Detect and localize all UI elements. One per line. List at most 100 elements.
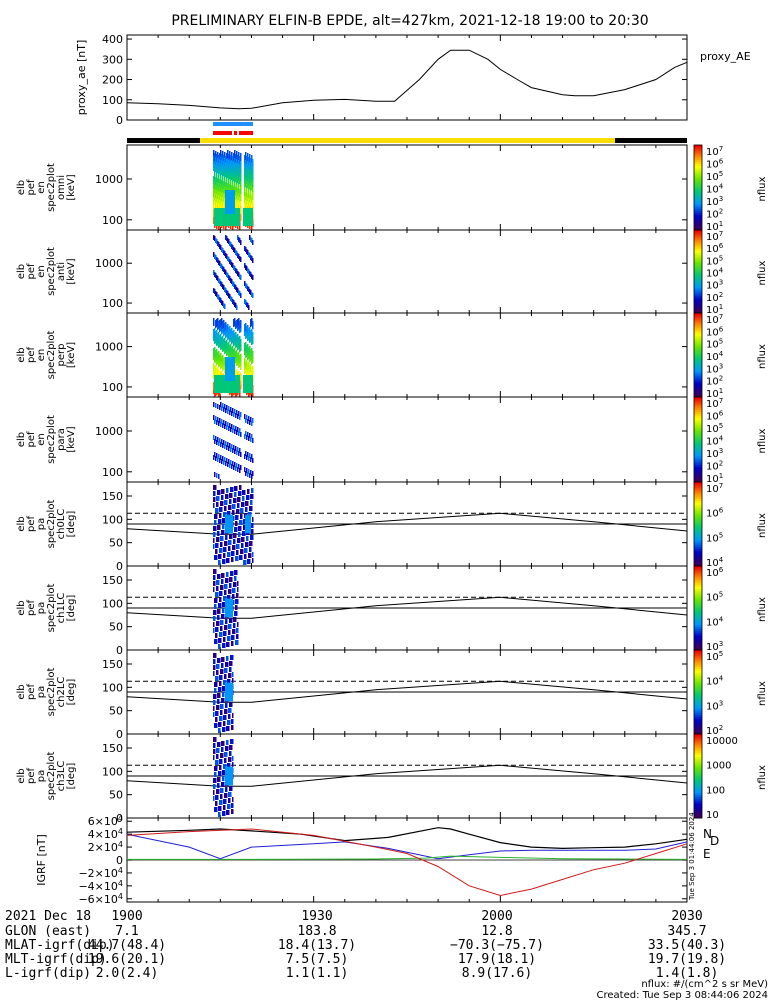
pitch-pixel xyxy=(216,592,218,597)
colorbar-label: nflux xyxy=(757,513,768,538)
pitch-pixel xyxy=(235,521,237,526)
y-tick-label: 1000 xyxy=(95,257,123,270)
pitch-pixel xyxy=(222,741,224,746)
spectrogram-pixel xyxy=(214,419,216,424)
spectrogram-pixel xyxy=(249,271,251,276)
spectrogram-pixel xyxy=(246,435,248,440)
spectrogram-pixel xyxy=(249,365,251,373)
pitch-pixel xyxy=(239,497,241,502)
pitch-pixel xyxy=(234,539,236,544)
spectrogram-pixel xyxy=(214,452,216,457)
colorbar-segment xyxy=(694,344,702,348)
spectrogram-pixel xyxy=(222,157,224,165)
pitch-pixel xyxy=(232,504,234,509)
pitch-pixel xyxy=(220,542,222,547)
spectrogram-pixel xyxy=(251,169,253,177)
colorbar-segment xyxy=(694,232,702,235)
pitch-pixel xyxy=(226,793,228,798)
spectrogram-pixel xyxy=(228,275,230,280)
pitch-pixel xyxy=(216,723,218,728)
pitch-pixel xyxy=(247,559,249,564)
pitch-pixel xyxy=(218,687,220,692)
pitch-pixel xyxy=(228,673,230,678)
pitch-pixel xyxy=(217,537,219,542)
spectrogram-pixel xyxy=(214,289,216,294)
pitch-pixel xyxy=(218,537,220,542)
pitch-pixel xyxy=(227,636,229,641)
pitch-pixel xyxy=(220,759,222,764)
colorbar-segment xyxy=(694,294,702,297)
pitch-pixel xyxy=(233,594,235,599)
colorbar-segment xyxy=(694,696,702,699)
spectrogram-pixel xyxy=(213,288,215,293)
ephem-value: 345.7 xyxy=(667,924,706,939)
spectrogram-pixel xyxy=(221,356,223,364)
spectrogram-pixel xyxy=(240,173,242,181)
pitch-pixel xyxy=(236,611,238,616)
spectrogram-pixel xyxy=(218,155,220,163)
colorbar-segment xyxy=(694,603,702,607)
colorbar-segment xyxy=(694,675,702,678)
pitch-pixel xyxy=(218,574,220,579)
pitch-pixel xyxy=(221,794,223,799)
spectrogram-pixel xyxy=(252,293,254,298)
pitch-pixel xyxy=(218,531,220,536)
pitch-pixel xyxy=(236,570,238,575)
spectrogram-pixel xyxy=(215,456,217,461)
colorbar-segment xyxy=(694,668,702,672)
colorbar-segment xyxy=(694,545,702,548)
spectrogram-pixel xyxy=(217,185,219,193)
spectrogram-pixel xyxy=(216,188,218,196)
y-axis-label-line: ch0LC xyxy=(56,509,67,540)
colorbar-segment xyxy=(694,388,702,392)
colorbar-segment xyxy=(694,151,702,154)
mode-bar-gap xyxy=(237,131,239,135)
spectrogram-pixel xyxy=(248,362,250,370)
spectrogram-pixel xyxy=(232,281,234,286)
colorbar-segment xyxy=(694,503,702,506)
spectrogram-pixel xyxy=(246,196,248,204)
spectrogram-pixel xyxy=(216,453,218,458)
pitch-pixel xyxy=(215,801,217,806)
pitch-pixel xyxy=(227,740,229,745)
spectrogram-pixel xyxy=(252,199,254,207)
spectrogram-pixel xyxy=(215,197,217,205)
colorbar-segment xyxy=(694,721,702,724)
colorbar-segment xyxy=(694,234,702,237)
spectrogram-pixel xyxy=(221,419,223,424)
colorbar-segment xyxy=(694,561,702,565)
spectrogram-pixel xyxy=(234,302,236,307)
spectrogram-pixel xyxy=(231,279,233,284)
pitch-pixel xyxy=(229,667,231,672)
pitch-pixel xyxy=(241,502,243,507)
spectrogram-pixel xyxy=(220,334,222,342)
spectrogram-pixel xyxy=(245,323,247,331)
pitch-pixel xyxy=(214,665,216,670)
colorbar-segment xyxy=(694,521,702,525)
colorbar-segment xyxy=(694,283,702,287)
spectrogram-pixel xyxy=(222,284,224,289)
colorbar-segment xyxy=(694,517,702,521)
spectrogram-pixel xyxy=(215,350,217,358)
spectrogram-pixel xyxy=(243,375,253,393)
spectrogram-pixel xyxy=(213,402,215,407)
colorbar-segment xyxy=(694,401,702,404)
pitch-pixel xyxy=(221,579,223,584)
spectrogram-pixel xyxy=(250,255,252,260)
colorbar-segment xyxy=(694,584,702,588)
spectrogram-pixel xyxy=(214,439,216,444)
pitch-pixel xyxy=(222,663,224,668)
colorbar-segment xyxy=(694,327,702,331)
colorbar-segment xyxy=(694,547,702,550)
y-axis-label-line: perp xyxy=(56,344,67,367)
spectrogram-pixel xyxy=(240,200,242,208)
spectrogram-pixel xyxy=(224,198,226,206)
spectrogram-pixel xyxy=(249,194,251,202)
colorbar-segment xyxy=(694,319,702,322)
pitch-pixel xyxy=(216,598,218,603)
spectrogram-pixel xyxy=(225,341,227,349)
pitch-pixel xyxy=(228,505,230,510)
y-tick-label: 0 xyxy=(116,560,123,573)
colorbar-segment xyxy=(694,350,702,354)
spectrogram-pixel xyxy=(238,352,240,360)
